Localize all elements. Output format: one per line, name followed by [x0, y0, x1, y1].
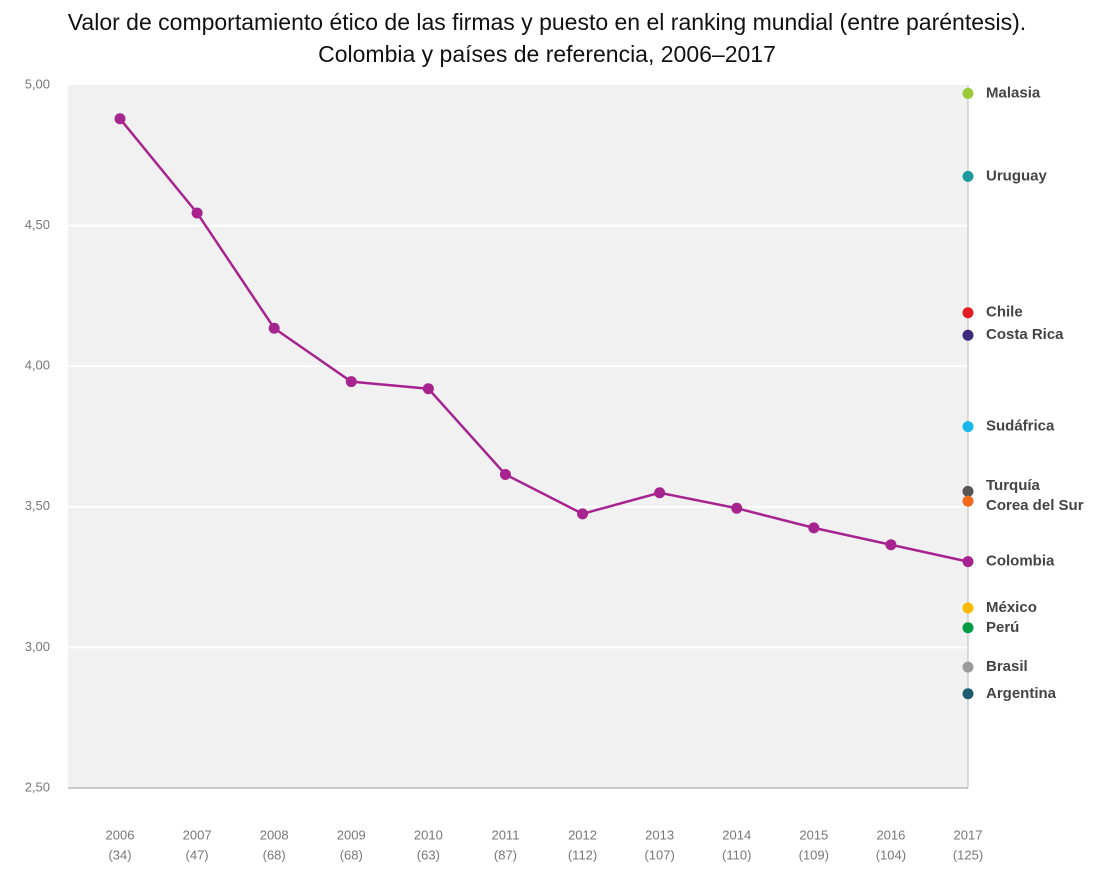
x-tick-ranking: (110) — [722, 847, 751, 862]
y-tick-label: 3,00 — [25, 639, 50, 654]
point — [268, 322, 280, 334]
reference-label: Corea del Sur — [986, 497, 1084, 514]
point — [962, 556, 974, 568]
reference-label: Turquía — [986, 477, 1041, 494]
reference-label: Argentina — [986, 685, 1057, 702]
point — [731, 502, 743, 514]
x-tick-ranking: (107) — [644, 847, 674, 862]
reference-point — [962, 495, 974, 507]
line — [119, 117, 969, 563]
x-tick-ranking: (109) — [799, 847, 829, 862]
point — [114, 113, 126, 125]
x-tick-label: 2017 — [954, 827, 983, 842]
point — [885, 539, 897, 551]
reference-label: México — [986, 599, 1037, 616]
x-tick-label: 2006 — [106, 827, 135, 842]
reference-point — [962, 329, 974, 341]
reference-point — [962, 661, 974, 673]
y-tick-label: 2,50 — [25, 779, 50, 794]
y-tick-label: 5,00 — [25, 76, 50, 91]
y-tick-label: 4,50 — [25, 217, 50, 232]
reference-point — [962, 170, 974, 182]
reference-label: Brasil — [986, 658, 1028, 675]
x-tick-ranking: (34) — [108, 847, 131, 862]
point — [577, 508, 589, 520]
reference-label: Uruguay — [986, 167, 1048, 184]
y-tick-label: 4,00 — [25, 358, 50, 373]
reference-label: Costa Rica — [986, 326, 1064, 343]
point — [654, 487, 666, 499]
reference-label: Colombia — [986, 553, 1055, 570]
x-tick-ranking: (47) — [186, 847, 209, 862]
x-tick-ranking: (104) — [876, 847, 906, 862]
reference-label: Sudáfrica — [986, 418, 1055, 435]
x-tick-label: 2014 — [722, 827, 751, 842]
reference-point — [962, 485, 974, 497]
point — [422, 383, 434, 395]
point — [191, 207, 203, 219]
x-tick-label: 2013 — [645, 827, 674, 842]
reference-point — [962, 421, 974, 433]
x-tick-label: 2011 — [491, 827, 519, 842]
point — [345, 376, 357, 388]
y-tick-label: 3,50 — [25, 498, 50, 513]
reference-label: Perú — [986, 619, 1019, 636]
x-tick-label: 2008 — [260, 827, 289, 842]
reference-point — [962, 602, 974, 614]
reference-point — [962, 622, 974, 634]
chart-title: Valor de comportamiento ético de las fir… — [67, 9, 1027, 67]
reference-point — [962, 307, 974, 319]
x-tick-ranking: (68) — [263, 847, 286, 862]
reference-label: Malasia — [986, 84, 1041, 101]
x-tick-ranking: (68) — [340, 847, 363, 862]
x-tick-ranking: (112) — [568, 847, 597, 862]
x-tick-ranking: (87) — [494, 847, 517, 862]
x-tick-label: 2009 — [337, 827, 366, 842]
point — [499, 468, 511, 480]
x-tick-label: 2012 — [568, 827, 597, 842]
reference-point — [962, 87, 974, 99]
reference-label: Chile — [986, 304, 1023, 321]
x-tick-label: 2015 — [799, 827, 828, 842]
x-tick-label: 2010 — [414, 827, 443, 842]
x-tick-ranking: (63) — [417, 847, 440, 862]
point — [808, 522, 820, 534]
reference-point — [962, 688, 974, 700]
x-tick-label: 2016 — [876, 827, 905, 842]
x-tick-ranking: (125) — [953, 847, 983, 862]
plot-background — [68, 85, 968, 788]
x-tick-label: 2007 — [183, 827, 212, 842]
